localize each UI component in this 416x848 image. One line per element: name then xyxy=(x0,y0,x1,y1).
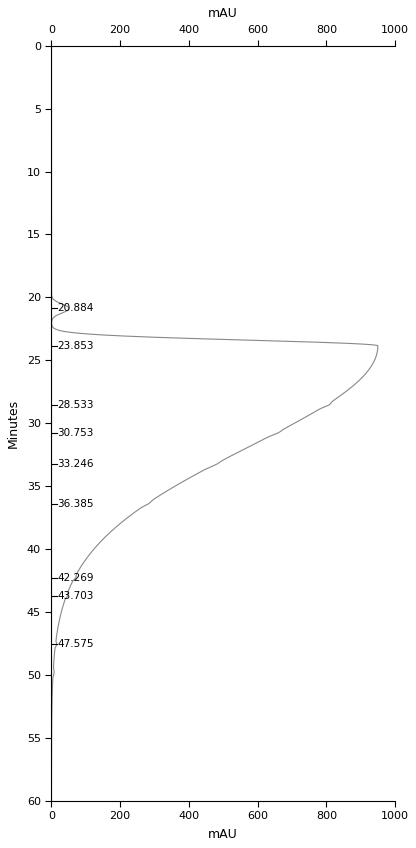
Text: 42.269: 42.269 xyxy=(57,572,94,583)
Text: 33.246: 33.246 xyxy=(57,459,94,469)
Text: 23.853: 23.853 xyxy=(57,341,94,351)
Text: 28.533: 28.533 xyxy=(57,399,94,410)
X-axis label: mAU: mAU xyxy=(208,828,238,841)
Text: 43.703: 43.703 xyxy=(57,590,94,600)
Text: 36.385: 36.385 xyxy=(57,499,94,509)
Text: 20.884: 20.884 xyxy=(57,304,94,314)
Text: 30.753: 30.753 xyxy=(57,427,94,438)
Title: mAU: mAU xyxy=(208,7,238,20)
Text: 47.575: 47.575 xyxy=(57,639,94,650)
Y-axis label: Minutes: Minutes xyxy=(7,399,20,448)
